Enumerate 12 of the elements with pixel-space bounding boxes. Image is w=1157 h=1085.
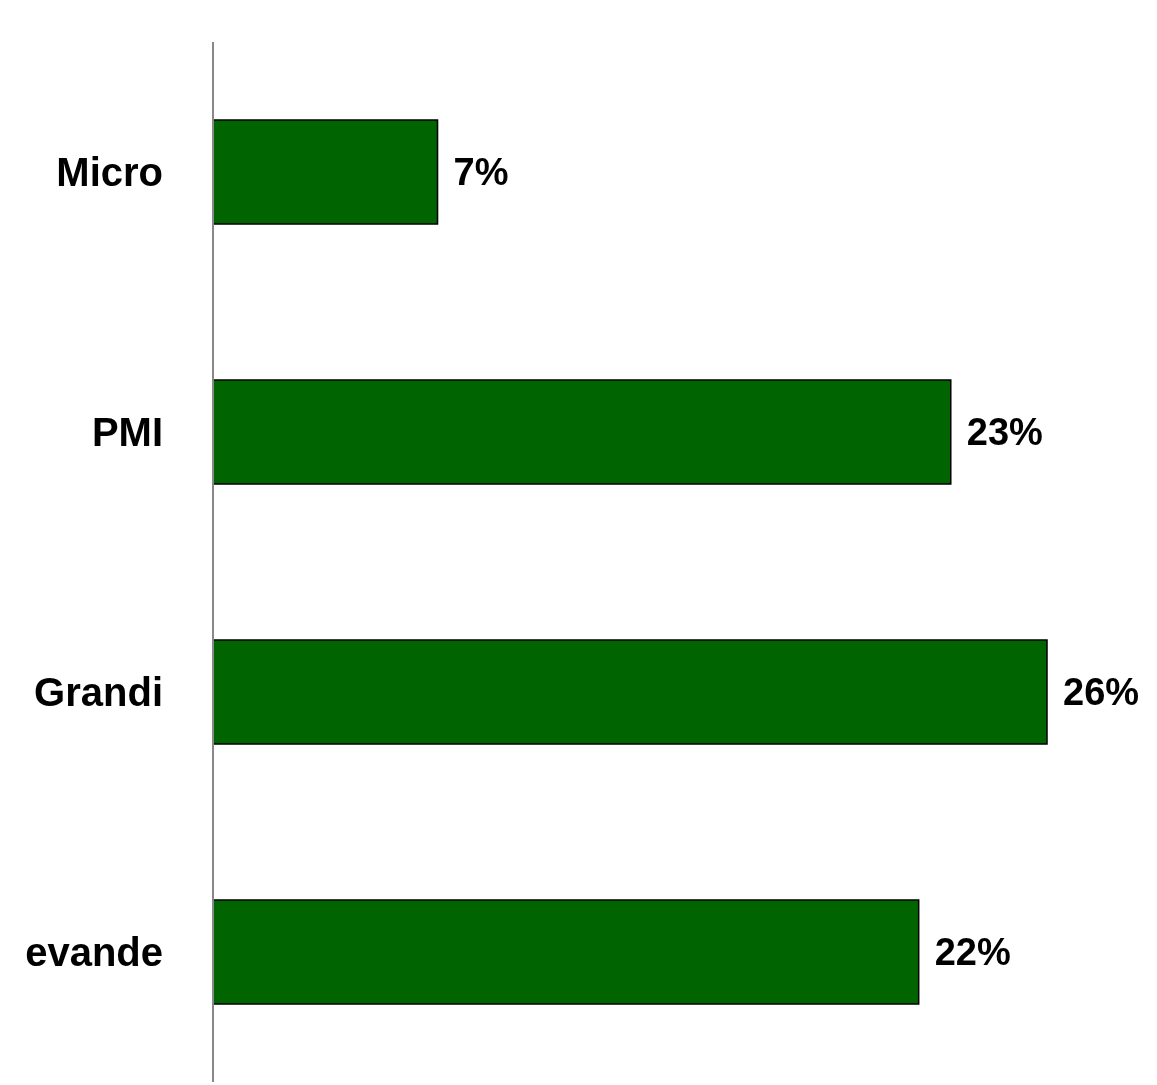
y-tick-label: Grandi bbox=[34, 670, 163, 715]
data-label: 7% bbox=[453, 151, 509, 194]
y-tick-label: PMI bbox=[91, 410, 163, 455]
data-label: 22% bbox=[934, 931, 1011, 974]
y-tick-label: Micro bbox=[56, 150, 163, 195]
bar bbox=[212, 639, 1048, 745]
data-label: 26% bbox=[1063, 671, 1140, 714]
bar bbox=[212, 899, 920, 1005]
y-tick-label: evande bbox=[25, 930, 163, 975]
bar bbox=[212, 119, 439, 225]
bar bbox=[212, 379, 952, 485]
data-label: 23% bbox=[966, 411, 1043, 454]
